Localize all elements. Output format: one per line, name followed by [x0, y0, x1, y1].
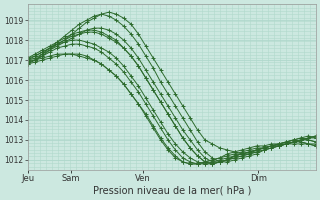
X-axis label: Pression niveau de la mer( hPa ): Pression niveau de la mer( hPa )	[92, 186, 251, 196]
